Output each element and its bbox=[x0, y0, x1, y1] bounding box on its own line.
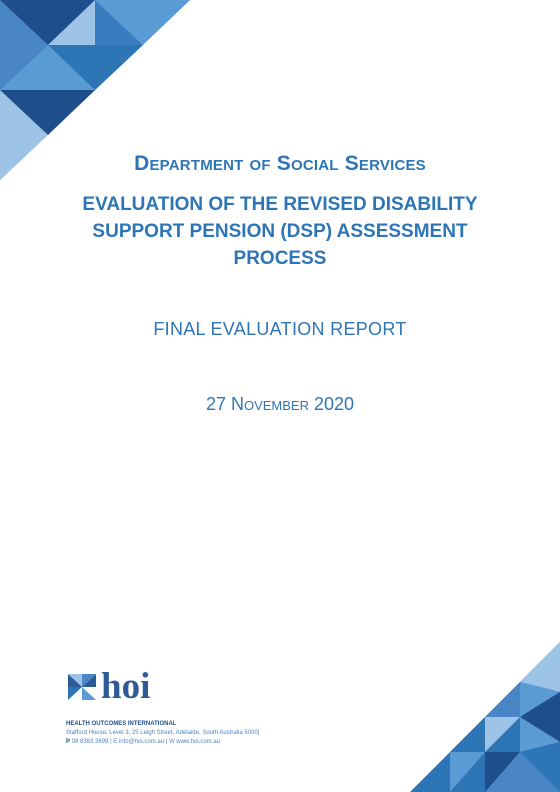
web-link[interactable]: | W www.hoi.com.au bbox=[166, 739, 220, 745]
email-link[interactable]: | E info@hoi.com.au bbox=[110, 739, 164, 745]
footer: HEALTH OUTCOMES INTERNATIONAL Stafford H… bbox=[66, 720, 259, 747]
pinwheel-logo-icon bbox=[66, 672, 98, 702]
phone-number: 08 8363 3699 bbox=[72, 739, 109, 745]
logo-wordmark: hoi bbox=[101, 672, 150, 702]
hoi-logo: hoi bbox=[66, 672, 150, 702]
footer-address: Stafford House, Level 3, 25 Leigh Street… bbox=[66, 729, 259, 738]
footer-contact: P 08 8363 3699 | E info@hoi.com.au | W w… bbox=[66, 738, 259, 747]
report-date: 27 November 2020 bbox=[0, 394, 560, 415]
department-title: Department of Social Services bbox=[0, 152, 560, 176]
report-title: EVALUATION OF THE REVISED DISABILITY SUP… bbox=[60, 191, 500, 272]
footer-org-name: HEALTH OUTCOMES INTERNATIONAL bbox=[66, 720, 259, 729]
decorative-triangles-bottom-right bbox=[410, 642, 560, 792]
title-block: Department of Social Services EVALUATION… bbox=[0, 152, 560, 272]
report-type: FINAL EVALUATION REPORT bbox=[0, 319, 560, 340]
phone-label: P bbox=[66, 739, 70, 745]
